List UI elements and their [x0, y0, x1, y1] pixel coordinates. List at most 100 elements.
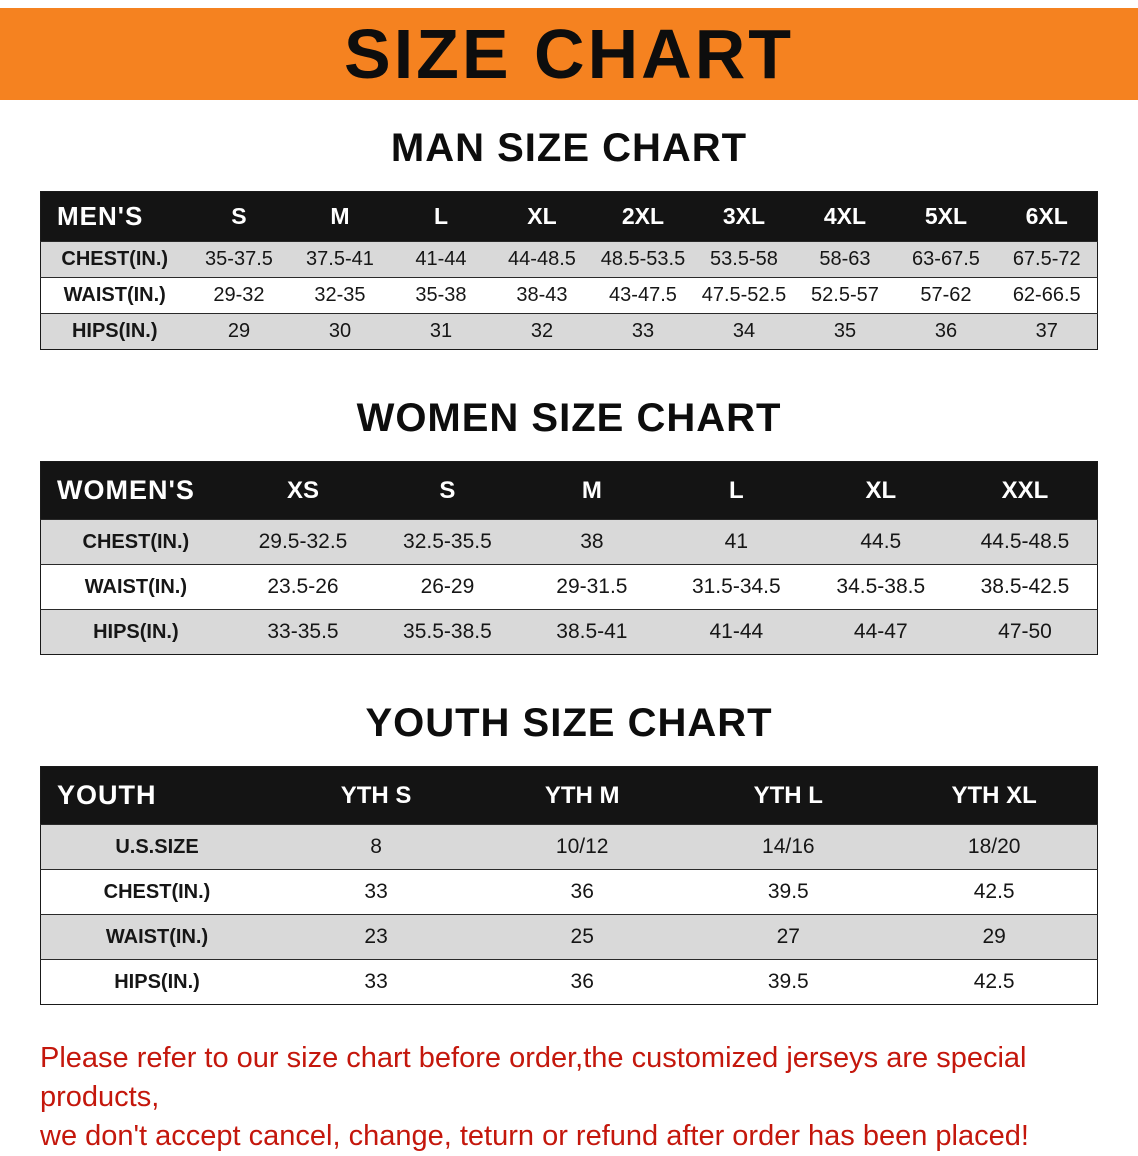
size-value-cell: 33-35.5 [267, 620, 339, 643]
size-value-cell: 29 [227, 320, 251, 342]
size-value-cell: 53.5-58 [710, 248, 778, 270]
size-value-cell: 23 [364, 925, 388, 948]
size-value-cell: 41 [724, 530, 749, 553]
size-value-cell: 42.5 [973, 970, 1015, 993]
size-value-cell: 29.5-32.5 [258, 530, 348, 553]
size-value-cell: 35 [833, 320, 857, 342]
size-value-cell: 41-44 [709, 620, 764, 643]
table-header-row: YOUTH YTH S YTH M YTH L YTH XL [40, 766, 1098, 825]
size-value-cell: 26-29 [420, 575, 475, 598]
size-header-cell: XS [230, 461, 376, 520]
size-value-cell: 34 [732, 320, 756, 342]
size-header-cell: XL [491, 191, 593, 242]
row-label: U.S.SIZE [115, 835, 199, 858]
size-value-cell: 33 [364, 970, 388, 993]
size-header-cell: M [519, 461, 665, 520]
size-table: YOUTH YTH S YTH M YTH L YTH XL U.S.SIZE 8 10/12… [40, 766, 1098, 1005]
row-label: HIPS(IN.) [93, 620, 179, 643]
table-title-cell: WOMEN'S [40, 461, 231, 520]
men-size-table: MEN'S S M L XL 2XL 3XL 4XL 5XL 6XL CHEST(IN.) 35-37… [40, 191, 1098, 350]
table-row: WAIST(IN.) 23 25 27 29 [40, 914, 1098, 960]
youth-section-heading: YOUTH SIZE CHART [365, 701, 773, 745]
size-value-cell: 38-43 [516, 284, 568, 306]
size-value-cell: 44-48.5 [508, 248, 576, 270]
size-value-cell: 33 [631, 320, 655, 342]
size-value-cell: 33 [364, 880, 388, 903]
size-header-cell: YTH S [273, 766, 480, 825]
size-header-cell: M [289, 191, 391, 242]
size-value-cell: 36 [570, 880, 594, 903]
table-row: CHEST(IN.) 33 36 39.5 42.5 [40, 869, 1098, 915]
size-value-cell: 29-32 [213, 284, 265, 306]
row-label: WAIST(IN.) [105, 925, 209, 948]
size-header-cell: 4XL [794, 191, 896, 242]
size-value-cell: 38.5-42.5 [980, 575, 1070, 598]
size-header-cell: L [664, 461, 809, 520]
size-value-cell: 27 [776, 925, 800, 948]
table-row: WAIST(IN.) 23.5-26 26-29 29-31.5 31.5-34.5 34… [40, 564, 1098, 610]
row-label: HIPS(IN.) [71, 320, 158, 342]
size-value-cell: 44.5 [860, 530, 902, 553]
size-value-cell: 39.5 [767, 970, 809, 993]
women-size-chart-section: WOMEN SIZE CHART WOMEN'S XS S M L XL XXL CHEST(… [0, 396, 1138, 655]
disclaimer: Please refer to our size chart before or… [40, 1039, 1114, 1156]
size-header-cell: S [188, 191, 290, 242]
table-row: HIPS(IN.) 33-35.5 35.5-38.5 38.5-41 41-44 44-… [40, 609, 1098, 655]
banner-title: SIZE CHART [344, 15, 794, 93]
table-row: HIPS(IN.) 33 36 39.5 42.5 [40, 959, 1098, 1005]
row-label: CHEST(IN.) [82, 530, 190, 553]
size-header-cell: S [375, 461, 520, 520]
size-value-cell: 32 [530, 320, 554, 342]
size-chart-page: SIZE CHART MAN SIZE CHART MEN'S S M L XL 2XL 3… [0, 8, 1138, 1156]
size-value-cell: 36 [570, 970, 594, 993]
size-header-cell: YTH XL [891, 766, 1098, 825]
size-value-cell: 31.5-34.5 [691, 575, 781, 598]
size-header-cell: 5XL [895, 191, 997, 242]
size-value-cell: 23.5-26 [267, 575, 339, 598]
size-value-cell: 32.5-35.5 [403, 530, 492, 553]
size-value-cell: 67.5-72 [1012, 248, 1081, 270]
row-label: WAIST(IN.) [84, 575, 187, 598]
size-value-cell: 29 [982, 925, 1006, 948]
size-value-cell: 25 [570, 925, 594, 948]
size-value-cell: 42.5 [973, 880, 1015, 903]
size-value-cell: 39.5 [767, 880, 809, 903]
row-label: CHEST(IN.) [61, 248, 169, 270]
size-value-cell: 47.5-52.5 [701, 284, 787, 306]
size-header-cell: XL [808, 461, 954, 520]
size-value-cell: 44.5-48.5 [980, 530, 1070, 553]
table-row: WAIST(IN.) 29-32 32-35 35-38 38-43 43-47.5 47.… [40, 277, 1098, 314]
size-value-cell: 43-47.5 [609, 284, 677, 306]
row-label: CHEST(IN.) [103, 880, 211, 903]
size-value-cell: 10/12 [555, 835, 609, 858]
table-header-row: WOMEN'S XS S M L XL XXL [40, 461, 1098, 520]
size-table: MEN'S S M L XL 2XL 3XL 4XL 5XL 6XL CHEST(IN.) 35-37… [40, 191, 1098, 350]
size-value-cell: 62-66.5 [1012, 284, 1081, 306]
size-value-cell: 57-62 [920, 284, 972, 306]
size-value-cell: 29-31.5 [556, 575, 628, 598]
table-row: CHEST(IN.) 35-37.5 37.5-41 41-44 44-48.5 48.5… [40, 241, 1098, 278]
women-section-heading: WOMEN SIZE CHART [356, 396, 782, 440]
size-value-cell: 52.5-57 [811, 284, 879, 306]
size-value-cell: 47-50 [998, 620, 1052, 643]
size-value-cell: 58-63 [819, 248, 871, 270]
row-label: HIPS(IN.) [114, 970, 200, 993]
size-value-cell: 48.5-53.5 [600, 248, 686, 270]
disclaimer-line-2: we don't accept cancel, change, teturn o… [40, 1120, 1029, 1153]
table-row: U.S.SIZE 8 10/12 14/16 18/20 [40, 824, 1098, 870]
size-value-cell: 38.5-41 [556, 620, 628, 643]
size-chart-banner: SIZE CHART [0, 8, 1138, 100]
youth-size-chart-section: YOUTH SIZE CHART YOUTH YTH S YTH M YTH L YTH… [0, 701, 1138, 1005]
table-title-cell: YOUTH [40, 766, 274, 825]
table-row: HIPS(IN.) 29 30 31 32 33 34 35 36 37 [40, 313, 1098, 350]
size-value-cell: 32-35 [314, 284, 366, 306]
size-header-cell: 3XL [693, 191, 795, 242]
size-value-cell: 35.5-38.5 [403, 620, 492, 643]
size-value-cell: 35-37.5 [205, 248, 273, 270]
size-value-cell: 36 [934, 320, 958, 342]
size-value-cell: 31 [429, 320, 453, 342]
size-value-cell: 44-47 [853, 620, 908, 643]
disclaimer-line-1: Please refer to our size chart before or… [40, 1042, 1027, 1114]
row-label: WAIST(IN.) [63, 284, 166, 306]
table-header-row: MEN'S S M L XL 2XL 3XL 4XL 5XL 6XL [40, 191, 1098, 242]
